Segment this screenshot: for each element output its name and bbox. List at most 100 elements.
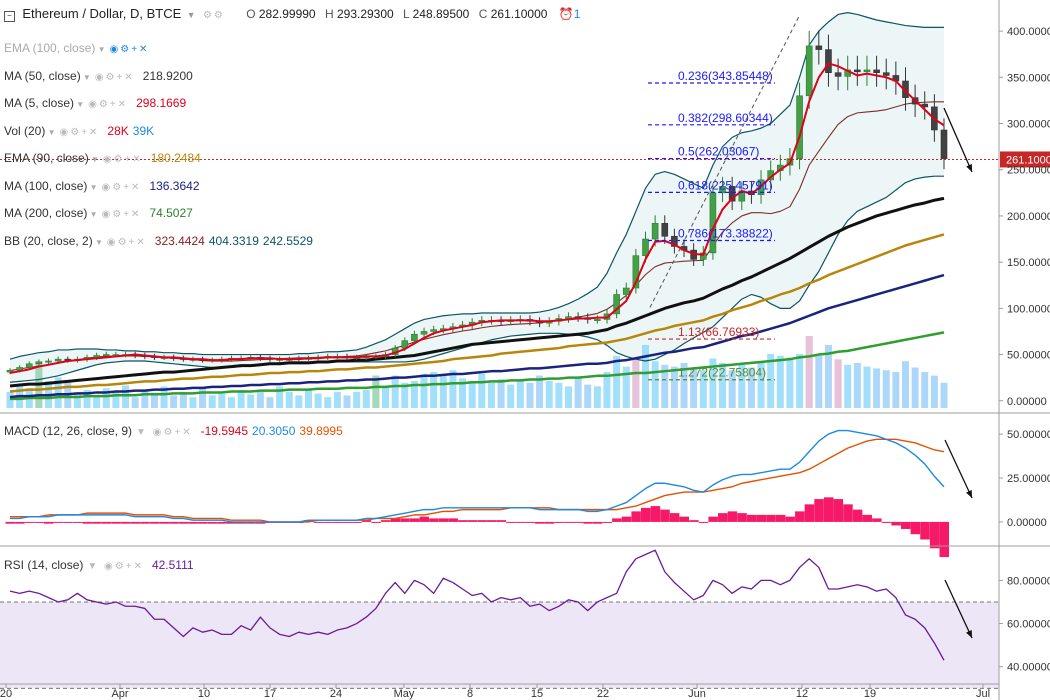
volume-bar <box>564 386 572 408</box>
volume-bar <box>911 367 919 408</box>
macd-histogram-bar <box>111 521 121 524</box>
indicator-menu-icon[interactable]: ▼ <box>88 155 99 164</box>
macd-histogram-bar <box>419 516 430 522</box>
volume-bar <box>574 377 582 408</box>
macd-histogram-bar <box>910 521 921 535</box>
ma5-line <box>9 62 945 375</box>
indicator-menu-icon[interactable]: ▼ <box>87 210 98 219</box>
volume-bar <box>921 372 929 408</box>
volume-bar <box>73 393 81 408</box>
candle-body <box>102 354 110 357</box>
indicator-legend-row[interactable]: BB (20, close, 2) ▼ ◉⚙+✕ 323.4424 404.3319 2… <box>4 233 313 249</box>
macd-histogram-bar <box>631 511 641 522</box>
macd-histogram-bar <box>178 521 189 524</box>
volume-bar <box>237 390 245 408</box>
indicator-menu-icon[interactable]: ▼ <box>80 72 91 82</box>
pane-indicator-buttons[interactable]: ▼ ◉⚙+✕ <box>136 427 193 438</box>
indicator-legend-row[interactable]: MA (5, close) ▼ ◉⚙+✕ 298.1669 <box>4 95 186 111</box>
indicator-buttons[interactable]: ◉⚙+✕ <box>109 44 150 55</box>
indicator-legend-row[interactable]: MA (100, close) ▼ ◉⚙+✕ 136.3642 <box>4 178 200 194</box>
indicator-name: MA (5, close) <box>4 96 75 110</box>
macd-histogram-bar <box>843 504 853 522</box>
macd-tick-label: 0.00000 <box>1007 517 1047 529</box>
macd-histogram-bar <box>448 518 458 522</box>
indicator-menu-icon[interactable]: ▼ <box>92 237 103 247</box>
macd-histogram-bar <box>525 521 535 523</box>
indicator-legend-row[interactable]: EMA (90, close) ▼ ◉⚙+✕ 180.2484 <box>4 150 201 166</box>
rsi-tick-label: 40.00000 <box>1007 662 1050 674</box>
indicator-buttons[interactable]: ◉⚙+✕ <box>59 126 100 138</box>
candle-body <box>430 329 437 332</box>
time-tick-label: 12 <box>796 688 808 700</box>
macd-histogram-bar <box>872 518 882 522</box>
macd-histogram-bar <box>121 521 131 524</box>
price-tick-label: 400.00000 <box>1007 26 1050 38</box>
price-pane[interactable] <box>6 12 948 408</box>
indicator-buttons[interactable]: ◉⚙+✕ <box>88 99 129 110</box>
macd-histogram-bar <box>660 509 670 522</box>
candle-body <box>882 72 890 76</box>
indicator-buttons[interactable]: ◉⚙+✕ <box>101 181 142 193</box>
bb-upper-line <box>9 12 944 360</box>
volume-bar <box>83 390 91 408</box>
indicator-legend-row[interactable]: MA (200, close) ▼ ◉⚙+✕ 74.5027 <box>4 205 193 221</box>
macd-histogram-bar <box>44 521 54 524</box>
volume-bar <box>507 384 515 408</box>
indicator-legend-row[interactable]: Vol (20) ▼ ◉⚙+✕ 28K 39K <box>4 123 154 139</box>
rsi-tick-label: 80.00000 <box>1007 575 1050 587</box>
volume-bar <box>54 377 62 408</box>
indicator-name: EMA (100, close) <box>4 41 96 55</box>
indicator-legend-row[interactable]: EMA (100, close) ▼ ◉⚙+✕ <box>4 40 153 56</box>
indicator-menu-icon[interactable]: ▼ <box>95 45 106 54</box>
macd-histogram-bar <box>718 513 728 522</box>
last-price-label: 261.10000 <box>1006 154 1050 166</box>
volume-bar <box>372 375 380 408</box>
indicator-menu-icon[interactable]: ▼ <box>87 182 98 192</box>
indicator-value: 242.5529 <box>262 233 313 248</box>
price-tick-label: 0.00000 <box>1007 396 1047 408</box>
indicator-buttons[interactable]: ◉⚙+✕ <box>94 71 135 83</box>
macd-histogram-bar <box>929 521 940 549</box>
macd-histogram-bar <box>506 521 516 523</box>
macd-histogram-bar <box>881 521 892 523</box>
price-tick-label: 250.00000 <box>1007 165 1050 177</box>
macd-histogram-bar <box>477 520 487 522</box>
macd-histogram-bar <box>458 520 468 522</box>
macd-histogram-bar <box>669 513 680 522</box>
volume-bar <box>150 392 158 408</box>
macd-histogram-bar <box>72 521 83 523</box>
symbol-menu-icon[interactable]: ▼ <box>186 10 196 20</box>
alarm-icon[interactable]: ⏰ <box>558 7 574 21</box>
indicator-buttons[interactable]: ◉⚙+✕ <box>106 236 147 248</box>
volume-bar <box>747 367 755 408</box>
indicator-buttons[interactable]: ◉⚙+✕ <box>102 154 143 165</box>
macd-histogram-bar <box>641 507 651 522</box>
macd-histogram-bar <box>708 516 718 522</box>
price-tick-label: 200.00000 <box>1007 211 1050 223</box>
indicator-menu-icon[interactable]: ▼ <box>45 127 56 137</box>
collapse-icon[interactable]: − <box>4 11 15 22</box>
time-tick-label: 24 <box>330 688 342 700</box>
price-tick-label: 50.00000 <box>1007 350 1050 362</box>
macd-histogram-bar <box>621 516 632 522</box>
indicator-buttons[interactable]: ◉⚙+✕ <box>101 209 142 220</box>
volume-bar <box>478 373 486 408</box>
symbol-buttons[interactable]: ⚙⚙ <box>202 10 225 21</box>
volume-bar <box>642 345 650 408</box>
volume-bar <box>680 363 688 408</box>
macd-histogram-bar <box>82 521 93 524</box>
indicator-menu-icon[interactable]: ▼ <box>74 100 85 109</box>
macd-histogram-bar <box>795 511 805 522</box>
ohlc-h-value: 293.29300 <box>336 7 394 21</box>
macd-histogram-bar <box>159 521 170 524</box>
pane-indicator-buttons[interactable]: ▼ ◉⚙+✕ <box>87 561 144 572</box>
volume-bar <box>295 395 303 408</box>
macd-pane[interactable] <box>5 429 950 558</box>
volume-bar <box>285 391 293 408</box>
volume-bar <box>324 397 332 408</box>
indicator-legend-row[interactable]: MA (50, close) ▼ ◉⚙+✕ 218.9200 <box>4 68 193 84</box>
ohlc-c-label: C <box>478 7 488 21</box>
rsi-pane[interactable] <box>0 549 999 689</box>
volume-bar <box>487 382 495 408</box>
